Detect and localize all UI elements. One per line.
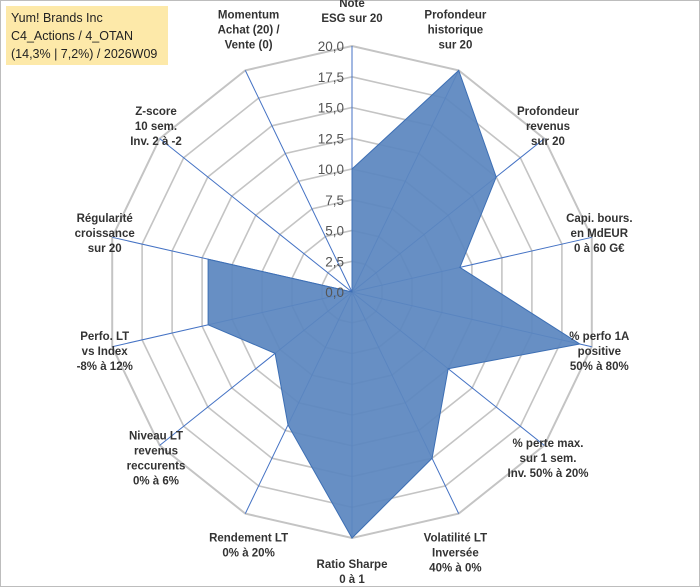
series-area <box>207 69 582 539</box>
axis-label-11: Régularité croissance sur 20 <box>75 213 135 255</box>
tick-label-4: 10,0 <box>318 162 344 177</box>
tick-label-5: 12,5 <box>318 131 344 146</box>
axis-label-4: % perfo 1A positive 50% à 80% <box>569 331 629 373</box>
axis-label-8: Rendement LT 0% à 20% <box>209 533 288 560</box>
axis-label-3: Capi. bours. en MdEUR 0 à 60 G€ <box>566 213 632 255</box>
tick-label-7: 17,5 <box>318 70 344 85</box>
axis-label-12: Z-score 10 sem. Inv. 2 à -2 <box>130 106 182 148</box>
tick-label-0: 0,0 <box>325 285 344 300</box>
axis-label-9: Niveau LT revenus reccurents 0% à 6% <box>127 430 186 487</box>
radar-axis-labels: Note ESG sur 20 Profondeur historique sur 20… <box>75 0 633 586</box>
tick-label-1: 2,5 <box>325 254 344 269</box>
chart-title-line-1: Yum! Brands Inc <box>11 11 103 25</box>
axis-label-7: Ratio Sharpe 0 à 1 <box>317 559 388 586</box>
chart-title-line-3: (14,3% | 7,2%) / 2026W09 <box>11 47 158 61</box>
axis-label-13: Momentum Achat (20) / Vente (0) <box>218 9 281 51</box>
spoke-13 <box>244 70 353 293</box>
radar-tick-labels: 0,0 2,5 5,0 7,5 10,0 12,5 15,0 17,5 20,0 <box>318 39 344 300</box>
tick-label-6: 15,0 <box>318 101 344 116</box>
tick-label-8: 20,0 <box>318 39 344 54</box>
spoke-12 <box>159 138 353 293</box>
tick-label-3: 7,5 <box>325 193 344 208</box>
radar-series <box>207 69 582 539</box>
axis-label-10: Perfo. LT vs Index -8% à 12% <box>77 331 133 373</box>
axis-label-5: % perte max. sur 1 sem. Inv. 50% à 20% <box>508 438 589 480</box>
chart-title-line-2: C4_Actions / 4_OTAN <box>11 29 134 43</box>
axis-label-2: Profondeur revenus sur 20 <box>517 106 579 148</box>
axis-label-0: Note ESG sur 20 <box>321 0 382 25</box>
tick-label-2: 5,0 <box>325 224 344 239</box>
axis-label-6: Volatilité LT Inversée 40% à 0% <box>424 533 487 575</box>
chart-title-box: Yum! Brands Inc C4_Actions / 4_OTAN (14,… <box>6 6 168 65</box>
axis-label-1: Profondeur historique sur 20 <box>424 9 486 51</box>
